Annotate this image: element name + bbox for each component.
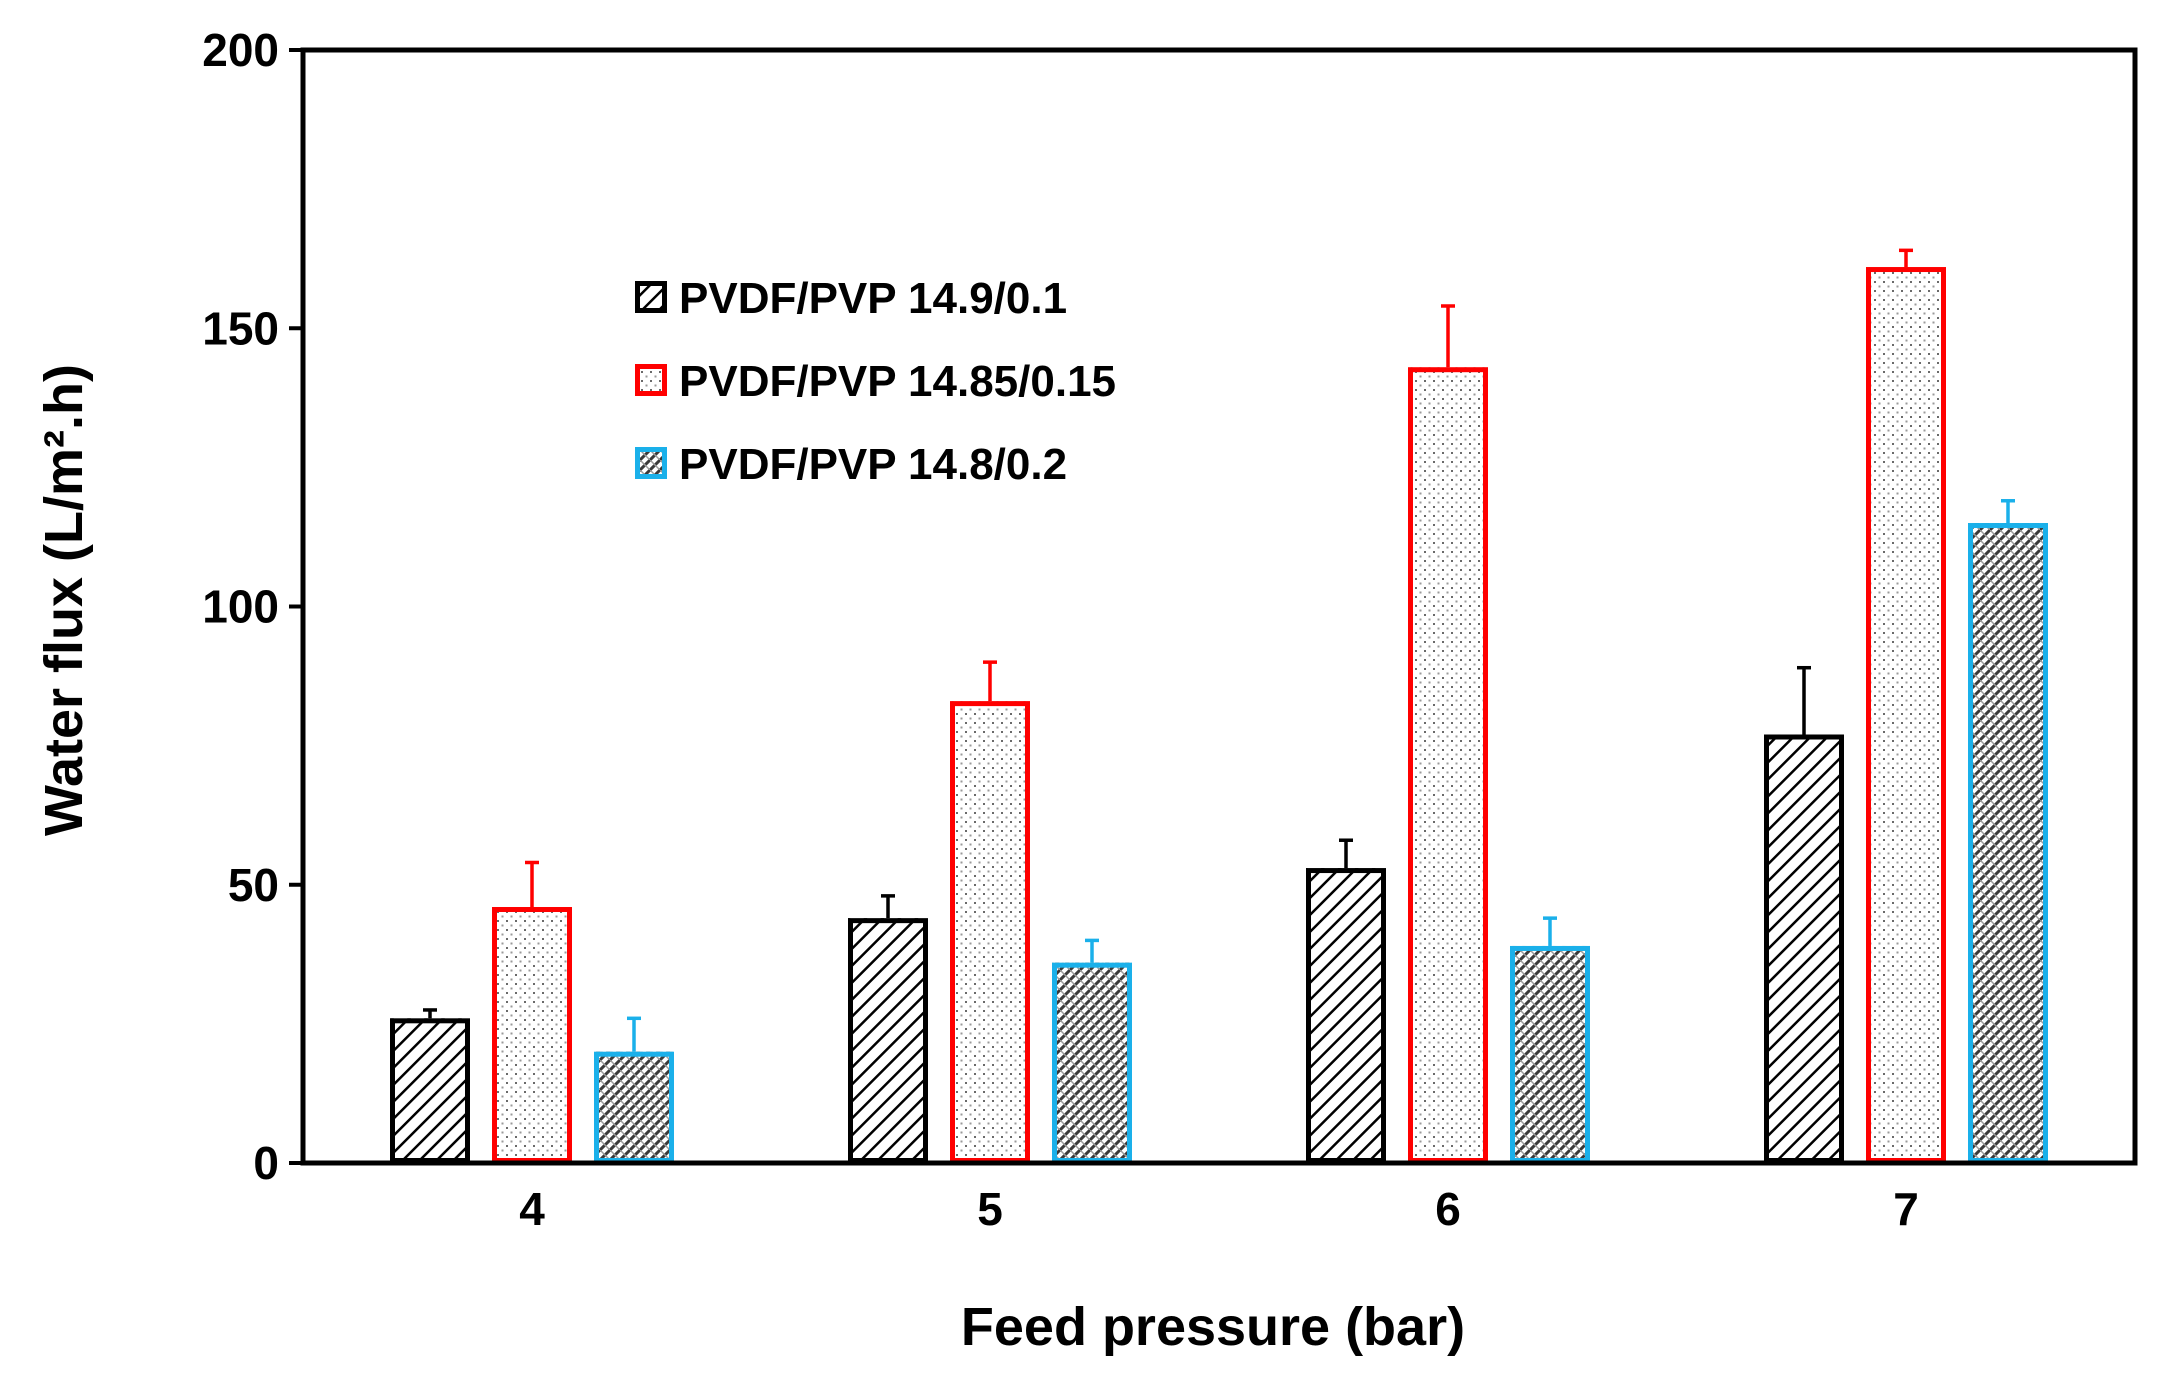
legend-swatch	[635, 364, 667, 396]
axes: 0 50 100 150 200 4 5 6 7	[202, 24, 2138, 1235]
bar-3-5bar	[1052, 962, 1132, 1163]
bar-2-6bar	[1408, 367, 1488, 1164]
legend-label: PVDF/PVP 14.8/0.2	[679, 440, 1067, 489]
x-tick-label: 4	[519, 1183, 545, 1235]
bar-1-7bar	[1764, 734, 1844, 1163]
legend: PVDF/PVP 14.9/0.1 PVDF/PVP 14.85/0.15 PVDF…	[635, 274, 1116, 489]
x-tick-label: 6	[1435, 1183, 1461, 1235]
y-tick-label: 50	[228, 859, 279, 911]
bar-2-4bar	[492, 907, 572, 1163]
x-tick-label: 5	[977, 1183, 1003, 1235]
legend-swatch	[635, 281, 667, 313]
y-tick-label: 200	[202, 24, 279, 76]
legend-swatch-outline	[635, 364, 667, 396]
legend-swatch-outline	[635, 447, 667, 479]
bar-1-6bar	[1306, 868, 1386, 1163]
x-tick-label: 7	[1893, 1183, 1919, 1235]
legend-swatch	[635, 447, 667, 479]
legend-label: PVDF/PVP 14.9/0.1	[679, 274, 1067, 323]
bar-2-7bar	[1866, 267, 1946, 1163]
bar-1-5bar	[848, 918, 928, 1163]
plot-area	[390, 248, 2048, 1164]
plot-frame	[300, 47, 2138, 1166]
legend-label: PVDF/PVP 14.85/0.15	[679, 357, 1116, 406]
x-axis-label: Feed pressure (bar)	[961, 1297, 1465, 1357]
y-tick-label: 0	[253, 1137, 279, 1189]
y-tick-label: 150	[202, 302, 279, 354]
y-axis-label: Water flux (L/m².h)	[34, 364, 94, 836]
bar-3-6bar	[1510, 945, 1590, 1163]
y-tick-label: 100	[202, 581, 279, 633]
bar-3-7bar	[1968, 523, 2048, 1163]
bar-1-4bar	[390, 1018, 470, 1163]
bar-3-4bar	[594, 1051, 674, 1163]
legend-swatch-outline	[635, 281, 667, 313]
bar-2-5bar	[950, 701, 1030, 1163]
